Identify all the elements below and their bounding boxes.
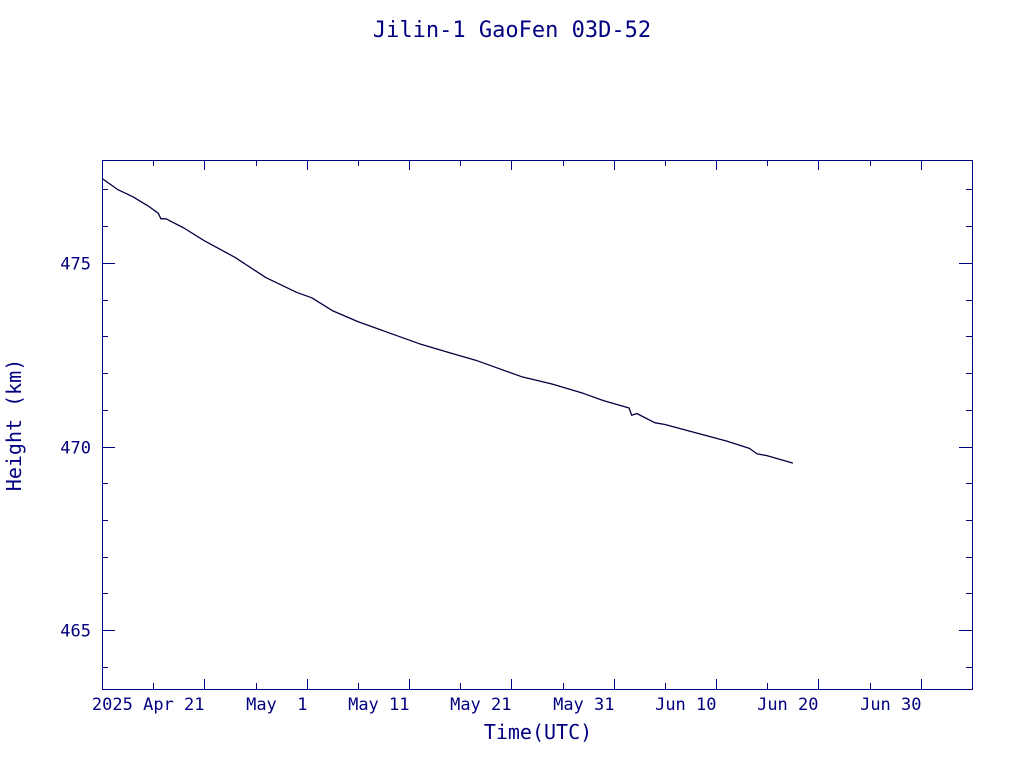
x-tick-label: May 21 — [450, 695, 511, 715]
x-tick-label: Jun 10 — [655, 695, 716, 715]
height-series-line — [101, 177, 794, 464]
y-axis-label: Height (km) — [2, 359, 26, 491]
y-tick-label: 465 — [60, 622, 91, 642]
chart-title: Jilin-1 GaoFen 03D-52 — [373, 18, 651, 43]
y-tick-label: 470 — [60, 439, 91, 459]
axes-layer: 2025 Apr 21 May 1 May 11 May 21 May 31 Jun 10… — [60, 160, 973, 715]
plot-frame — [102, 160, 973, 690]
x-tick-label: Jun 30 — [860, 695, 921, 715]
x-tick-label: 2025 Apr 21 — [92, 695, 205, 715]
x-tick-label: May 1 — [246, 695, 307, 715]
x-tick-label: May 11 — [348, 695, 409, 715]
series-layer — [101, 177, 794, 464]
y-tick-label: 475 — [60, 255, 91, 275]
x-tick-label: May 31 — [553, 695, 614, 715]
x-tick-label: Jun 20 — [757, 695, 818, 715]
x-axis-label: Time(UTC) — [484, 720, 592, 744]
